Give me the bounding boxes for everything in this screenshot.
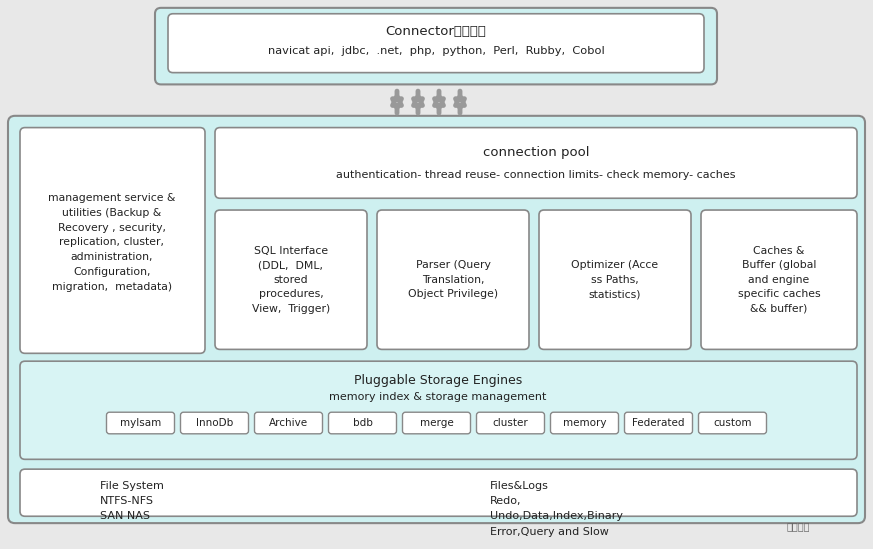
FancyBboxPatch shape <box>328 412 396 434</box>
Text: bdb: bdb <box>353 418 373 428</box>
Text: navicat api,  jdbc,  .net,  php,  python,  Perl,  Rubby,  Cobol: navicat api, jdbc, .net, php, python, Pe… <box>268 46 604 56</box>
Text: InnoDb: InnoDb <box>196 418 233 428</box>
FancyBboxPatch shape <box>402 412 471 434</box>
FancyBboxPatch shape <box>20 469 857 516</box>
FancyBboxPatch shape <box>20 127 205 354</box>
FancyBboxPatch shape <box>551 412 618 434</box>
Text: SQL Interface
(DDL,  DML,
stored
procedures,
View,  Trigger): SQL Interface (DDL, DML, stored procedur… <box>252 246 330 313</box>
FancyBboxPatch shape <box>624 412 692 434</box>
Text: File System
NTFS-NFS
SAN NAS: File System NTFS-NFS SAN NAS <box>100 481 164 522</box>
Text: cluster: cluster <box>492 418 528 428</box>
Text: Connector（连接）: Connector（连接） <box>386 25 486 38</box>
Text: custom: custom <box>713 418 752 428</box>
Text: memory index & storage management: memory index & storage management <box>329 393 546 402</box>
Text: management service &
utilities (Backup &
Recovery , security,
replication, clust: management service & utilities (Backup &… <box>48 193 175 292</box>
FancyBboxPatch shape <box>215 210 367 349</box>
FancyBboxPatch shape <box>698 412 766 434</box>
Text: authentication- thread reuse- connection limits- check memory- caches: authentication- thread reuse- connection… <box>336 170 736 180</box>
FancyBboxPatch shape <box>181 412 249 434</box>
FancyBboxPatch shape <box>255 412 322 434</box>
FancyBboxPatch shape <box>477 412 545 434</box>
Text: connection pool: connection pool <box>483 145 589 159</box>
Text: Archive: Archive <box>269 418 308 428</box>
Text: memory: memory <box>563 418 606 428</box>
Text: Caches &
Buffer (global
and engine
specific caches
&& buffer): Caches & Buffer (global and engine speci… <box>738 246 821 313</box>
FancyBboxPatch shape <box>168 14 704 72</box>
Text: 创新互联: 创新互联 <box>787 521 810 531</box>
FancyBboxPatch shape <box>215 127 857 198</box>
FancyBboxPatch shape <box>20 361 857 460</box>
FancyBboxPatch shape <box>701 210 857 349</box>
Text: myIsam: myIsam <box>120 418 162 428</box>
Text: Optimizer (Acce
ss Paths,
statistics): Optimizer (Acce ss Paths, statistics) <box>572 260 658 299</box>
FancyBboxPatch shape <box>8 116 865 523</box>
Text: Files&Logs
Redo,
Undo,Data,Index,Binary
Error,Query and Slow: Files&Logs Redo, Undo,Data,Index,Binary … <box>490 481 623 536</box>
FancyBboxPatch shape <box>107 412 175 434</box>
Text: Federated: Federated <box>632 418 684 428</box>
FancyBboxPatch shape <box>155 8 717 85</box>
Text: merge: merge <box>420 418 453 428</box>
FancyBboxPatch shape <box>377 210 529 349</box>
FancyBboxPatch shape <box>539 210 691 349</box>
Text: Parser (Query
Translation,
Object Privilege): Parser (Query Translation, Object Privil… <box>408 260 498 299</box>
Text: Pluggable Storage Engines: Pluggable Storage Engines <box>354 374 522 387</box>
